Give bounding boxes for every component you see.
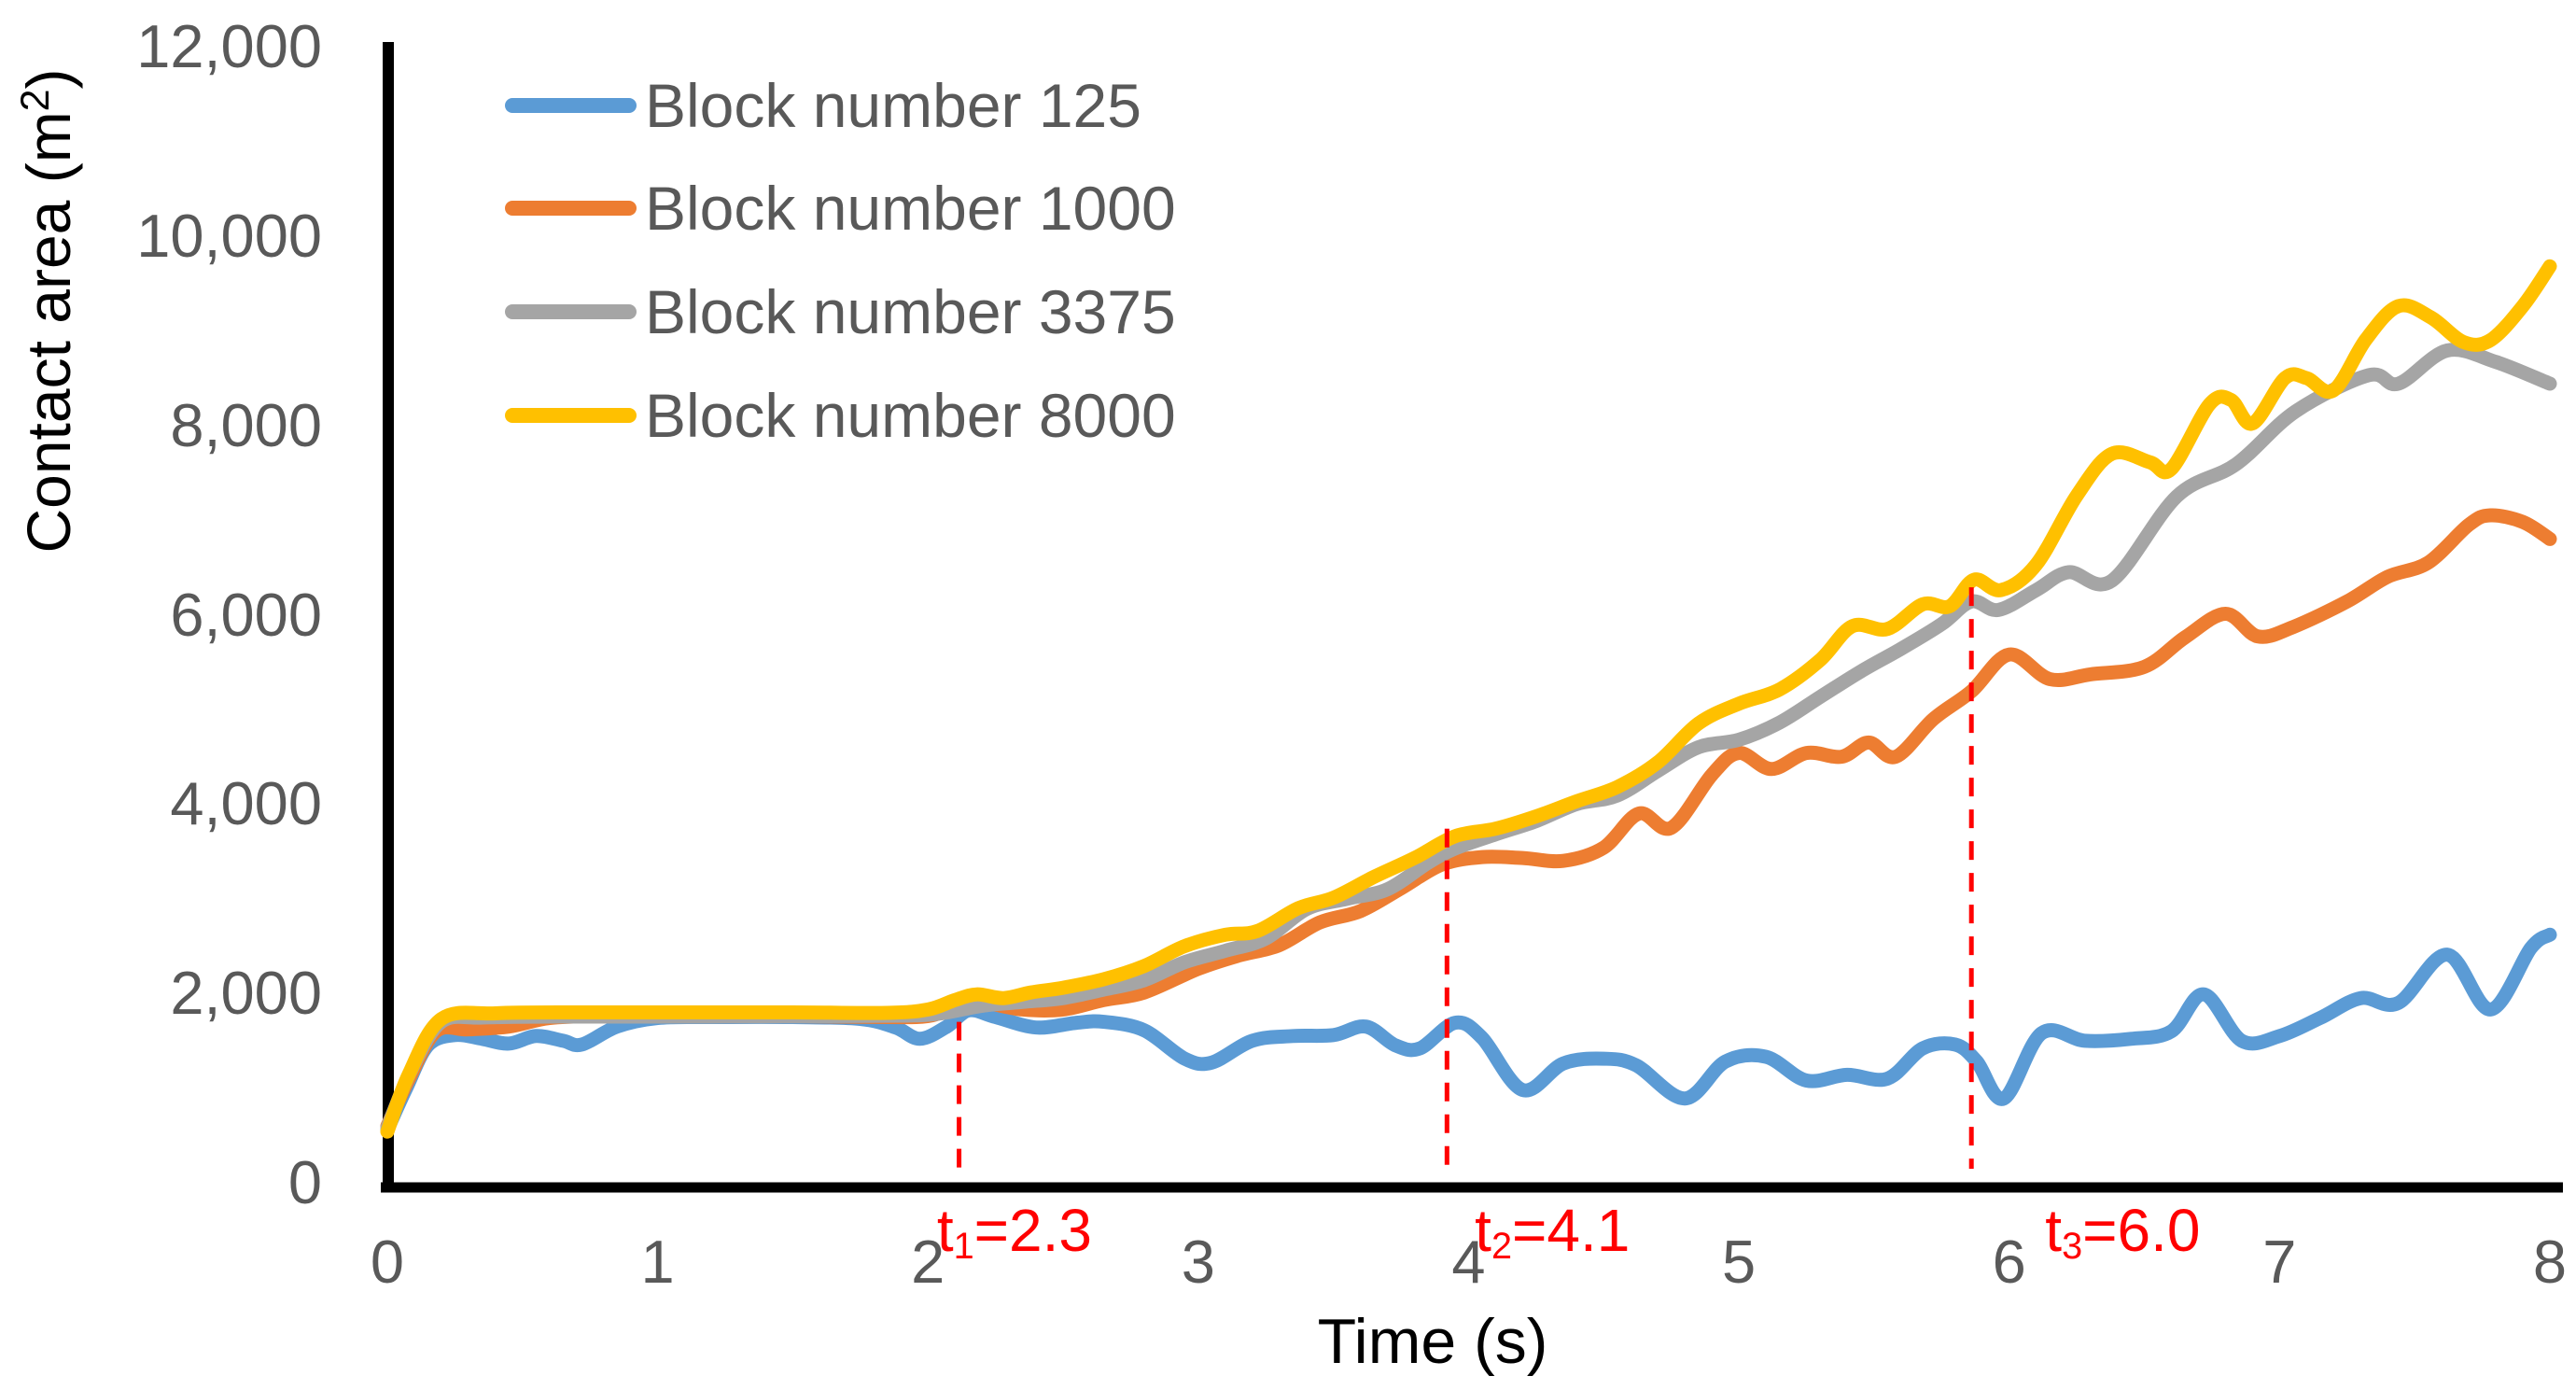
annotation-t3: t3=6.0 bbox=[1917, 1196, 2328, 1268]
x-tick-label: 1 bbox=[640, 1228, 675, 1296]
x-tick-label: 7 bbox=[2262, 1228, 2297, 1296]
annotation-t3-value: =6.0 bbox=[2082, 1197, 2201, 1264]
legend-label: Block number 8000 bbox=[645, 381, 1176, 450]
annotation-t1-value: =2.3 bbox=[973, 1197, 1093, 1264]
legend-line-yellow-icon bbox=[505, 408, 637, 423]
y-tick-label: 8,000 bbox=[170, 390, 322, 459]
y-axis-title-superscript: 2 bbox=[13, 89, 58, 112]
annotation-t2-value: =4.1 bbox=[1512, 1197, 1631, 1264]
legend-line-orange-icon bbox=[505, 201, 637, 216]
legend-label: Block number 125 bbox=[645, 71, 1141, 140]
annotation-t3-prefix: t bbox=[2045, 1197, 2063, 1264]
legend-line-gray-icon bbox=[505, 304, 637, 319]
annotation-t1-subscript: 1 bbox=[953, 1225, 974, 1267]
series-line-3 bbox=[380, 259, 2557, 1139]
annotation-t1-prefix: t bbox=[936, 1197, 954, 1264]
legend-item-block-1000: Block number 1000 bbox=[505, 174, 1176, 243]
legend-item-block-125: Block number 125 bbox=[505, 71, 1141, 140]
legend-item-block-8000: Block number 8000 bbox=[505, 381, 1176, 450]
x-tick-label: 0 bbox=[370, 1228, 405, 1296]
series-line-0 bbox=[380, 927, 2557, 1137]
x-tick-label: 8 bbox=[2532, 1228, 2568, 1296]
y-tick-label: 10,000 bbox=[136, 201, 322, 270]
annotation-t2: t2=4.1 bbox=[1347, 1196, 1757, 1268]
y-tick-label: 0 bbox=[287, 1148, 322, 1216]
x-tick-label: 6 bbox=[1992, 1228, 2026, 1296]
y-tick-label: 6,000 bbox=[170, 580, 322, 649]
legend-label: Block number 3375 bbox=[645, 277, 1176, 346]
annotation-t3-subscript: 3 bbox=[2062, 1225, 2083, 1267]
y-tick-label: 4,000 bbox=[170, 769, 322, 838]
x-tick-label: 2 bbox=[911, 1228, 945, 1296]
legend-label: Block number 1000 bbox=[645, 174, 1176, 243]
annotation-t2-subscript: 2 bbox=[1491, 1225, 1513, 1267]
annotation-t1: t1=2.3 bbox=[809, 1196, 1220, 1268]
x-tick-label: 3 bbox=[1181, 1228, 1215, 1296]
legend-item-block-3375: Block number 3375 bbox=[505, 277, 1176, 346]
x-tick-label: 5 bbox=[1722, 1228, 1757, 1296]
x-tick-label: 4 bbox=[1451, 1228, 1486, 1296]
y-tick-label: 2,000 bbox=[170, 959, 322, 1028]
y-tick-label: 12,000 bbox=[136, 12, 322, 80]
annotation-t2-prefix: t bbox=[1475, 1197, 1491, 1264]
y-axis-title-text: Contact area (m bbox=[14, 111, 83, 554]
x-axis-title: Time (s) bbox=[1317, 1306, 1548, 1377]
legend-line-blue-icon bbox=[505, 98, 637, 113]
